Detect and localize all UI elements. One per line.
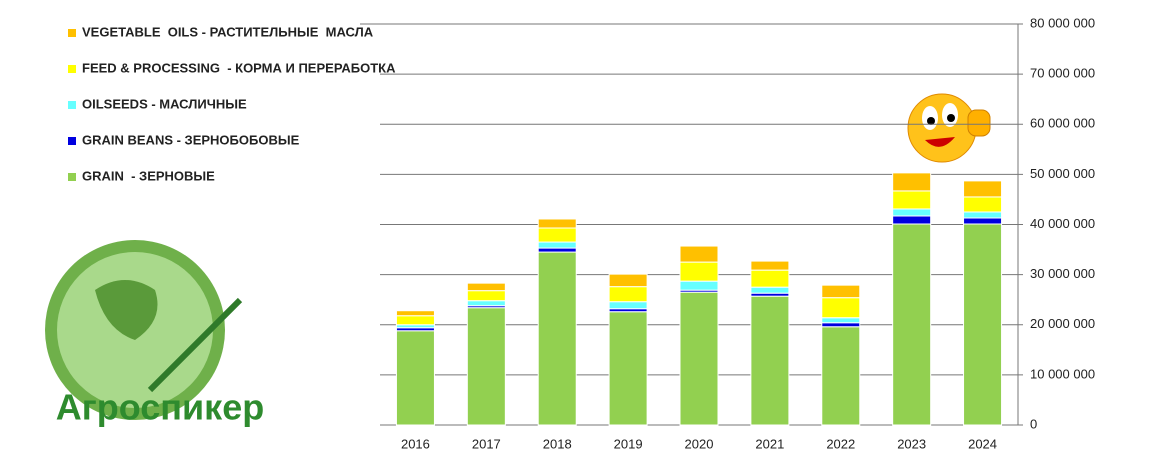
bar-segment <box>964 218 1002 224</box>
y-tick-label: 80 000 000 <box>1030 15 1095 30</box>
emoji-face <box>908 94 976 162</box>
bar-segment <box>893 216 931 224</box>
legend-swatch <box>68 137 76 145</box>
bar-segment <box>822 318 860 323</box>
legend-label: OILSEEDS - МАСЛИЧНЫЕ <box>82 96 247 111</box>
bar-segment <box>467 283 505 291</box>
x-tick-label: 2017 <box>472 436 501 451</box>
bar-segment <box>822 285 860 298</box>
x-tick-label: 2024 <box>968 436 997 451</box>
x-tick-label: 2019 <box>614 436 643 451</box>
x-tick-label: 2020 <box>685 436 714 451</box>
legend-label: VEGETABLE OILS - РАСТИТЕЛЬНЫЕ МАСЛА <box>82 24 374 39</box>
emoji-pupil <box>947 114 955 122</box>
logo: Агроспикер <box>45 240 264 428</box>
bar-segment <box>893 224 931 425</box>
y-tick-label: 70 000 000 <box>1030 66 1095 81</box>
bar-segment <box>396 331 434 425</box>
y-tick-label: 10 000 000 <box>1030 366 1095 381</box>
legend-swatch <box>68 29 76 37</box>
bar-segment <box>822 323 860 327</box>
bar-segment <box>964 212 1002 218</box>
legend-swatch <box>68 173 76 181</box>
bar-segment <box>609 287 647 302</box>
y-tick-label: 60 000 000 <box>1030 116 1095 131</box>
bar-segment <box>538 242 576 248</box>
bar-segment <box>822 298 860 318</box>
bar-segment <box>822 327 860 425</box>
emoji <box>908 94 990 162</box>
bar-segment <box>396 311 434 316</box>
bar-segment <box>538 252 576 425</box>
bar-segment <box>609 302 647 309</box>
logo-text: Агроспикер <box>56 387 264 428</box>
bar-segment <box>467 291 505 301</box>
bar-segment <box>751 287 789 293</box>
bar-segment <box>893 209 931 216</box>
legend-swatch <box>68 65 76 73</box>
y-tick-label: 20 000 000 <box>1030 316 1095 331</box>
bar-segment <box>467 308 505 425</box>
bar-segment <box>680 262 718 281</box>
y-tick-label: 40 000 000 <box>1030 216 1095 231</box>
y-tick-label: 30 000 000 <box>1030 266 1095 281</box>
legend-label: GRAIN - ЗЕРНОВЫЕ <box>82 168 215 183</box>
bar-segment <box>964 181 1002 197</box>
bar-segment <box>893 173 931 191</box>
bar-segment <box>538 248 576 252</box>
emoji-thumb <box>968 110 990 136</box>
x-tick-label: 2023 <box>897 436 926 451</box>
legend-label: GRAIN BEANS - ЗЕРНОБОБОВЫЕ <box>82 132 300 147</box>
bar-segment <box>467 301 505 306</box>
legend-swatch <box>68 101 76 109</box>
x-tick-label: 2022 <box>826 436 855 451</box>
chart: Агроспикер 0 10 000 000 20 000 000 30 000 0… <box>0 0 1150 461</box>
bar-segment <box>893 191 931 209</box>
x-tick-label: 2018 <box>543 436 572 451</box>
x-tick-label: 2021 <box>755 436 784 451</box>
bar-segment <box>964 224 1002 425</box>
x-tick-label: 2016 <box>401 436 430 451</box>
y-tick-label: 0 <box>1030 416 1037 431</box>
bar-segment <box>751 296 789 425</box>
legend-label: FEED & PROCESSING - КОРМА И ПЕРЕРАБОТКА <box>82 60 396 75</box>
bar-segment <box>609 312 647 425</box>
bar-segment <box>396 316 434 325</box>
bar-segment <box>609 274 647 287</box>
bar-segment <box>538 228 576 242</box>
bar-segment <box>538 219 576 228</box>
y-tick-label: 50 000 000 <box>1030 166 1095 181</box>
bar-segment <box>751 261 789 270</box>
bar-segment <box>751 270 789 287</box>
bar-segment <box>680 281 718 290</box>
bar-segment <box>964 197 1002 212</box>
bar-segment <box>680 246 718 262</box>
bar-segment <box>680 292 718 425</box>
